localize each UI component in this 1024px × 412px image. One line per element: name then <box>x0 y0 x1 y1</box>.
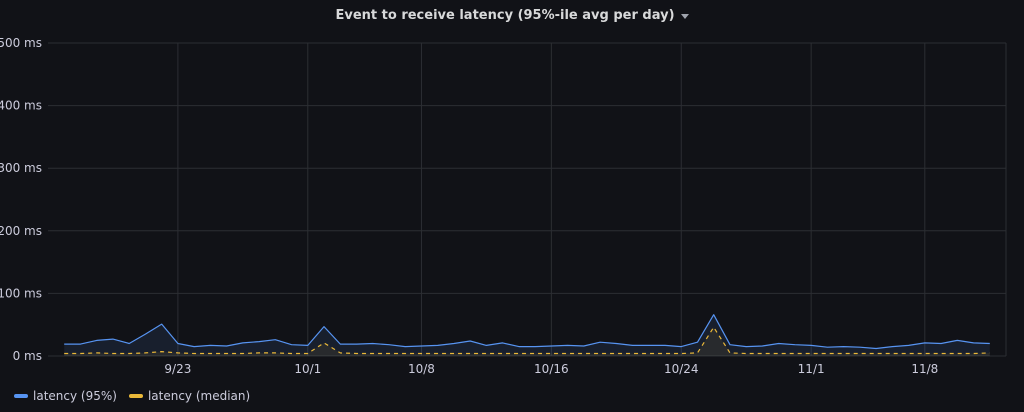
legend-swatch-median <box>128 394 143 398</box>
latency-chart[interactable]: 0 ms 100 ms 200 ms 300 ms 400 ms 500 ms 9/23 1… <box>0 0 1024 386</box>
x-tick-label: 10/16 <box>534 362 569 376</box>
panel-header: Event to receive latency (95%-ile avg pe… <box>0 0 1024 30</box>
x-tick-label: 9/23 <box>164 362 191 376</box>
x-tick-label: 10/8 <box>408 362 435 376</box>
x-axis-labels: 9/23 10/1 10/8 10/16 10/24 11/1 11/8 <box>164 362 938 376</box>
series-line-0 <box>64 314 990 350</box>
x-tick-label: 11/8 <box>911 362 938 376</box>
y-tick-label: 500 ms <box>0 36 42 50</box>
series-area-1 <box>64 327 990 356</box>
y-tick-label: 100 ms <box>0 286 42 300</box>
grid-lines <box>48 42 1007 357</box>
caret-down-icon[interactable] <box>680 13 689 19</box>
x-tick-label: 10/24 <box>664 362 699 376</box>
legend-label-median: latency (median) <box>147 389 251 403</box>
y-tick-label: 200 ms <box>0 224 42 238</box>
series-line-1 <box>64 326 990 355</box>
series-area-0 <box>64 314 990 356</box>
legend-label-95: latency (95%) <box>33 389 117 403</box>
legend-item-latency-median[interactable]: latency (median) <box>128 389 251 403</box>
panel-title: Event to receive latency (95%-ile avg pe… <box>335 7 675 23</box>
x-tick-label: 11/1 <box>798 362 825 376</box>
legend: latency (95%) latency (median) <box>14 386 250 406</box>
legend-swatch-95 <box>14 394 28 398</box>
panel-title-menu[interactable]: Event to receive latency (95%-ile avg pe… <box>335 7 689 23</box>
series-layer <box>64 314 990 356</box>
y-axis-labels: 0 ms 100 ms 200 ms 300 ms 400 ms 500 ms <box>0 36 42 363</box>
y-tick-label: 400 ms <box>0 99 42 113</box>
y-tick-label: 300 ms <box>0 161 42 175</box>
legend-item-latency-95[interactable]: latency (95%) <box>14 389 117 403</box>
y-tick-label: 0 ms <box>13 349 42 363</box>
x-tick-label: 10/1 <box>294 362 321 376</box>
